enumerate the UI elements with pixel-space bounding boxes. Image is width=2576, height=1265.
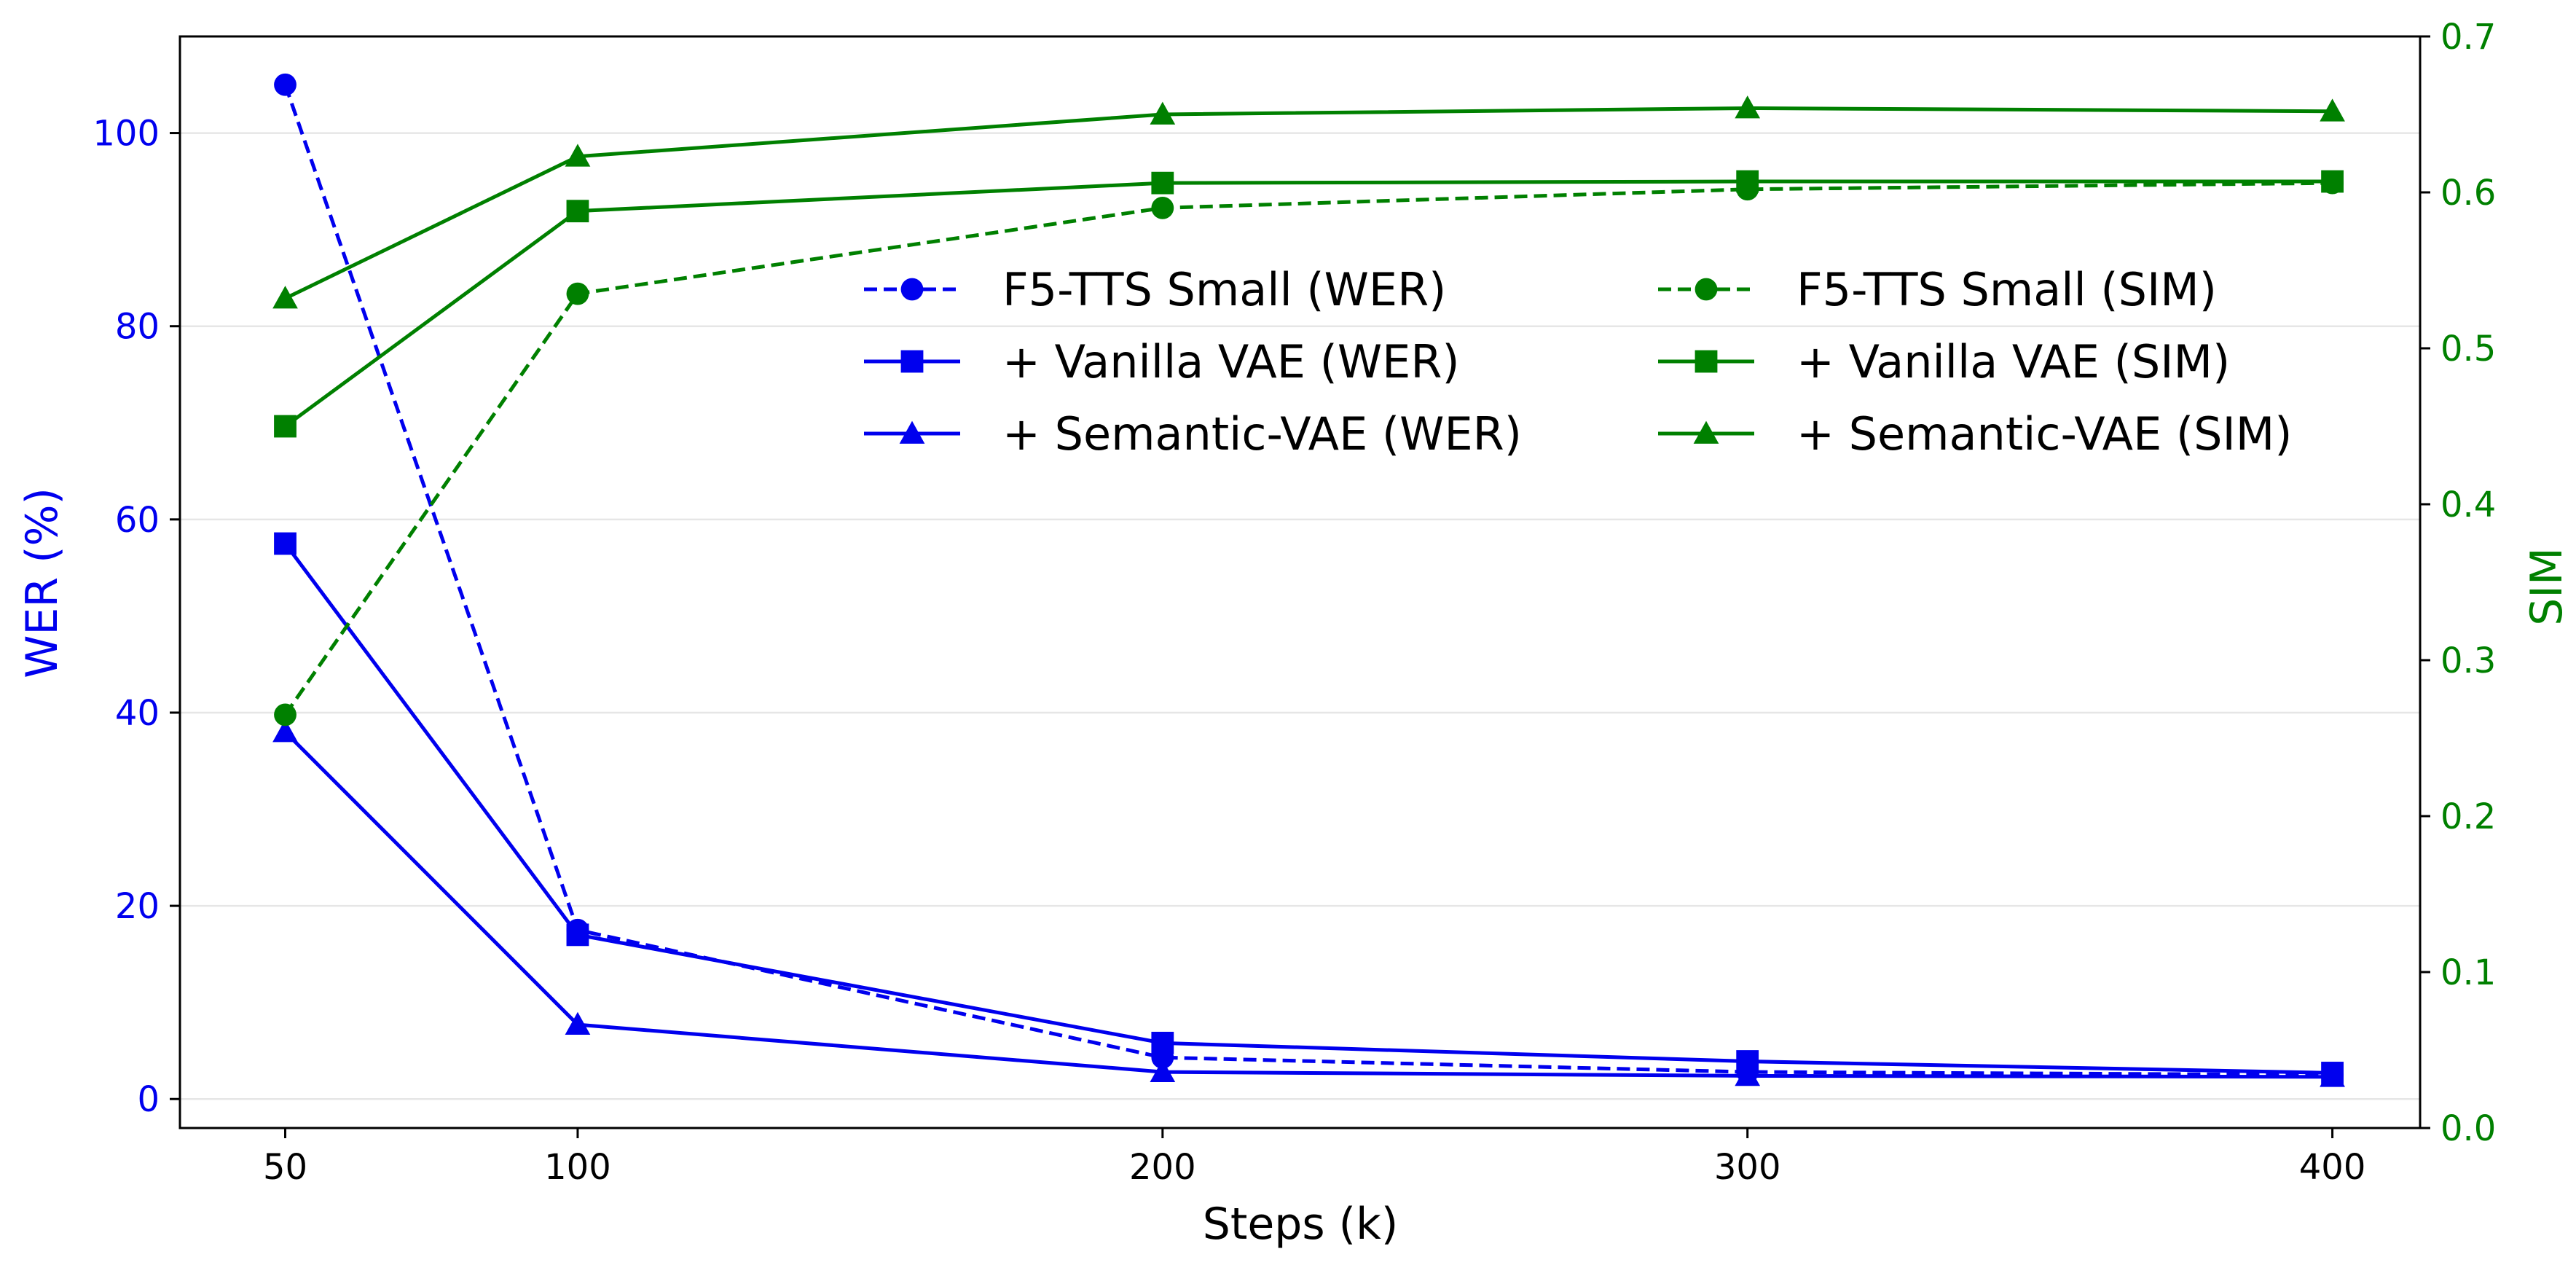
- series-vanilla-vae-sim: [274, 170, 2344, 438]
- data-point: [274, 532, 297, 555]
- y-right-tick-label: 0.5: [2440, 329, 2496, 369]
- legend-label: + Semantic-VAE (WER): [1002, 407, 1522, 461]
- data-point: [1736, 170, 1759, 193]
- data-point: [1151, 197, 1174, 219]
- y-right-tick-label: 0.0: [2440, 1108, 2496, 1149]
- data-point: [2321, 170, 2344, 193]
- y-right-tick-label: 0.3: [2440, 641, 2496, 681]
- axis-layer: 50 100 200 300 400 0 20 40 60 80 100 0.0 0.1 0.2 0.3 0.…: [93, 17, 2496, 1188]
- x-axis-title: Steps (k): [1203, 1199, 1399, 1250]
- x-tick-label: 200: [1129, 1147, 1196, 1188]
- legend-marker: [1695, 278, 1718, 301]
- legend-item: F5-TTS Small (WER): [864, 263, 1446, 316]
- y-left-tick-label: 60: [115, 500, 160, 541]
- data-point: [2320, 1064, 2345, 1087]
- data-point: [1151, 1031, 1174, 1054]
- legend-label: + Vanilla VAE (WER): [1002, 335, 1460, 388]
- legend-item: F5-TTS Small (SIM): [1658, 263, 2217, 316]
- y-right-tick-label: 0.4: [2440, 485, 2496, 525]
- data-point: [272, 719, 298, 743]
- legend-item: + Semantic-VAE (WER): [864, 407, 1522, 461]
- legend-item: + Semantic-VAE (SIM): [1658, 407, 2292, 461]
- y-right-tick-label: 0.2: [2440, 796, 2496, 837]
- y-left-tick-label: 20: [115, 886, 160, 927]
- x-tick-label: 50: [263, 1147, 307, 1188]
- y-axis-left-title: WER (%): [17, 487, 68, 678]
- legend-marker: [1695, 350, 1718, 373]
- series-layer: [272, 73, 2345, 1087]
- y-axis-right-title: SIM: [2521, 547, 2572, 626]
- legend-marker: [900, 350, 924, 373]
- legend: F5-TTS Small (WER) + Vanilla VAE (WER) + S…: [864, 263, 2292, 461]
- y-left-tick-label: 0: [137, 1079, 160, 1120]
- data-point: [2320, 98, 2345, 122]
- legend-label: F5-TTS Small (SIM): [1796, 263, 2217, 316]
- data-point: [274, 415, 297, 438]
- y-right-tick-label: 0.6: [2440, 173, 2496, 214]
- data-point: [1150, 1059, 1176, 1082]
- plot-frame: [178, 35, 2422, 1129]
- data-point: [1735, 1063, 1761, 1086]
- legend-item: + Vanilla VAE (WER): [864, 335, 1460, 388]
- x-tick-label: 100: [544, 1147, 611, 1188]
- legend-label: + Vanilla VAE (SIM): [1796, 335, 2230, 388]
- data-point: [566, 282, 589, 305]
- data-point: [565, 144, 591, 167]
- y-left-tick-label: 100: [93, 114, 160, 154]
- data-point: [566, 200, 589, 223]
- data-point: [274, 73, 297, 96]
- data-point: [566, 923, 589, 947]
- data-point: [1151, 171, 1174, 195]
- grid-layer: [180, 132, 2420, 1100]
- legend-marker: [899, 420, 925, 444]
- legend-label: F5-TTS Small (WER): [1002, 263, 1446, 316]
- x-tick-label: 300: [1714, 1147, 1781, 1188]
- series-semantic-vae-wer: [272, 719, 2345, 1087]
- y-right-tick-label: 0.1: [2440, 952, 2496, 993]
- series-line: [283, 730, 2333, 1079]
- series-vanilla-vae-wer: [274, 532, 2344, 1084]
- y-left-tick-label: 80: [115, 307, 160, 348]
- legend-label: + Semantic-VAE (SIM): [1796, 407, 2292, 461]
- data-point: [1150, 101, 1176, 125]
- series-semantic-vae-sim: [272, 95, 2345, 309]
- data-point: [1735, 95, 1761, 119]
- legend-marker: [1693, 420, 1719, 444]
- legend-marker: [900, 278, 924, 301]
- data-point: [565, 1011, 591, 1035]
- data-point: [272, 286, 298, 309]
- y-left-tick-label: 40: [115, 693, 160, 734]
- series-line: [283, 542, 2333, 1075]
- data-point: [274, 703, 297, 727]
- y-right-tick-label: 0.7: [2440, 17, 2496, 58]
- legend-item: + Vanilla VAE (SIM): [1658, 335, 2230, 388]
- x-tick-label: 400: [2299, 1147, 2366, 1188]
- series-line: [283, 84, 2333, 1077]
